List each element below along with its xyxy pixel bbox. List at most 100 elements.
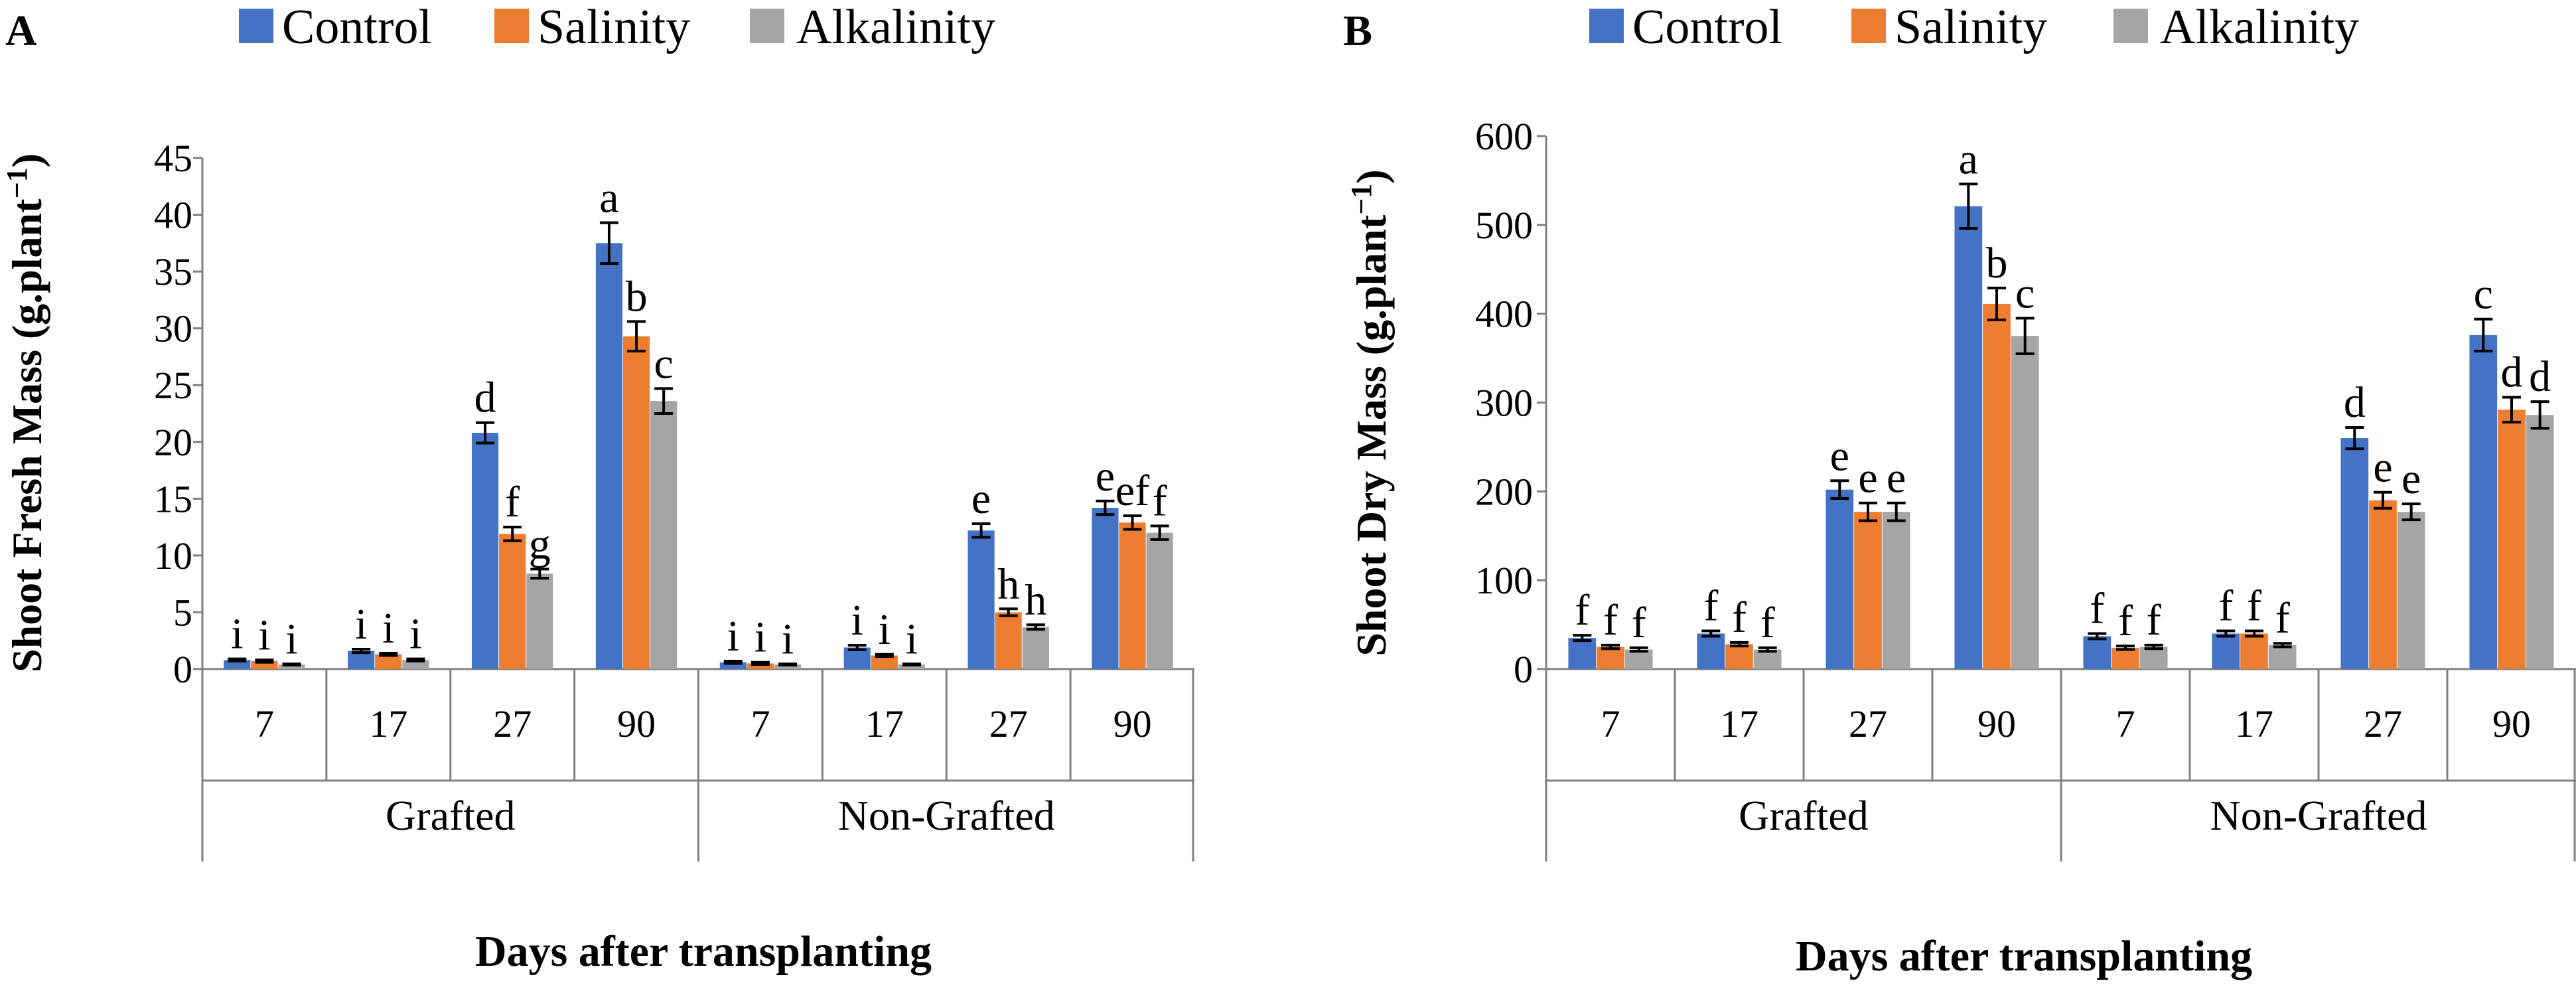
significance-letter-salinity: i [382,604,394,652]
bar-salinity [2240,633,2268,669]
significance-letter-alkalinity: c [654,339,674,388]
bar-alkalinity [1146,532,1173,669]
significance-letter-alkalinity: f [2275,594,2290,643]
bar-alkalinity [650,401,678,669]
x-category-label: 7 [1601,702,1620,745]
panel-label: A [5,7,37,55]
y-tick-label: 100 [1475,559,1533,602]
legend-label-control: Control [1632,0,1782,54]
significance-letter-salinity: f [505,478,520,526]
x-category-label: 7 [2116,702,2135,745]
x-axis-title: Days after transplanting [1796,932,2252,980]
significance-letter-salinity: i [879,605,891,654]
legend-swatch-alkalinity [750,9,784,43]
legend-label-alkalinity: Alkalinity [796,0,995,54]
significance-letter-salinity: f [1732,593,1747,642]
x-group-label: Grafted [1739,792,1868,839]
bar-alkalinity [2139,647,2168,669]
chart-panel-b: B Control Salinity Alkalinity 0 100 200 300 400 5… [1343,0,2576,980]
bar-control [719,662,747,669]
legend-swatch-control [1589,9,1624,43]
bar-control [595,243,623,669]
x-category-label: 17 [865,702,904,745]
x-category-label: 27 [493,702,532,745]
significance-letter-alkalinity: c [2015,269,2035,317]
y-tick-label: 25 [154,364,192,407]
bar-salinity [1854,512,1882,669]
bar-control [1697,633,1725,669]
significance-letter-control: f [2090,584,2104,633]
significance-letter-salinity: ef [1115,467,1149,515]
bar-control [2083,636,2111,669]
significance-letter-alkalinity: i [782,615,794,663]
significance-letter-control: f [2218,581,2233,630]
x-category-label: 7 [255,702,274,745]
y-axis-title-close: ) [3,153,50,167]
bar-salinity [1725,644,1753,669]
significance-letter-control: a [1959,135,1978,183]
significance-letter-control: d [474,374,496,422]
bar-control [2469,335,2498,669]
significance-letter-alkalinity: f [2147,596,2161,645]
bar-salinity [2111,647,2139,669]
significance-letter-control: i [355,600,367,648]
y-axis-title-main: Shoot Dry Mass (g.plant [1348,214,1395,656]
x-category-label: 90 [1977,702,2016,745]
bar-alkalinity [2526,415,2554,669]
significance-letter-alkalinity: e [2401,455,2421,503]
y-tick-label: 20 [154,421,192,464]
panel-label: B [1343,7,1372,55]
legend-label-salinity: Salinity [1895,0,2047,54]
x-category-label: 27 [989,702,1028,745]
x-category-label: 27 [2364,702,2402,745]
y-axis-title-close: ) [1348,169,1395,183]
y-tick-label: 300 [1475,382,1533,425]
bar-salinity [871,655,898,669]
significance-letter-alkalinity: f [1153,477,1167,525]
bar-control [1092,508,1119,669]
legend-swatch-control [239,9,273,43]
bar-alkalinity [2397,512,2425,669]
significance-letter-control: f [1575,586,1589,635]
bar-control [967,530,995,669]
significance-letter-control: i [727,612,739,660]
significance-letter-salinity: f [2118,597,2133,645]
bar-control [471,433,499,669]
significance-letter-control: a [599,174,618,222]
legend-swatch-alkalinity [2113,9,2148,43]
bar-control [1568,638,1597,669]
x-group-label: Non-Grafted [838,792,1055,839]
y-tick-label: 45 [154,137,192,180]
significance-letter-control: e [1096,452,1115,500]
y-tick-label: 500 [1475,204,1533,247]
bar-alkalinity [2268,645,2297,669]
bar-alkalinity [898,664,926,669]
significance-letter-control: i [231,610,243,658]
significance-letter-control: e [971,475,991,523]
bar-salinity [1983,303,2011,669]
y-tick-label: 400 [1475,293,1533,336]
x-category-label: 7 [751,702,770,745]
significance-letter-alkalinity: i [409,610,421,658]
significance-letter-alkalinity: f [1632,599,1646,647]
y-axis-title-exponent: −1 [1345,184,1378,215]
x-category-label: 90 [1113,702,1152,745]
legend-swatch-salinity [1851,9,1886,43]
y-tick-label: 10 [154,534,192,577]
y-axis-title-main: Shoot Fresh Mass (g.plant [3,198,50,672]
significance-letter-alkalinity: f [1760,599,1775,647]
bar-alkalinity [1753,649,1782,669]
y-tick-label: 0 [1514,648,1533,691]
significance-letter-salinity: b [1986,239,2008,287]
significance-letter-control: e [1830,431,1849,480]
x-group-label: Grafted [386,792,515,839]
bar-salinity [1597,647,1624,669]
legend-swatch-salinity [494,9,529,43]
significance-letter-alkalinity: e [1887,454,1906,502]
x-axis-title: Days after transplanting [475,927,932,976]
bar-salinity [2498,410,2526,669]
significance-letter-alkalinity: g [529,520,551,568]
bar-salinity [499,534,526,669]
significance-letter-salinity: d [2501,348,2523,396]
bar-salinity [622,336,650,669]
